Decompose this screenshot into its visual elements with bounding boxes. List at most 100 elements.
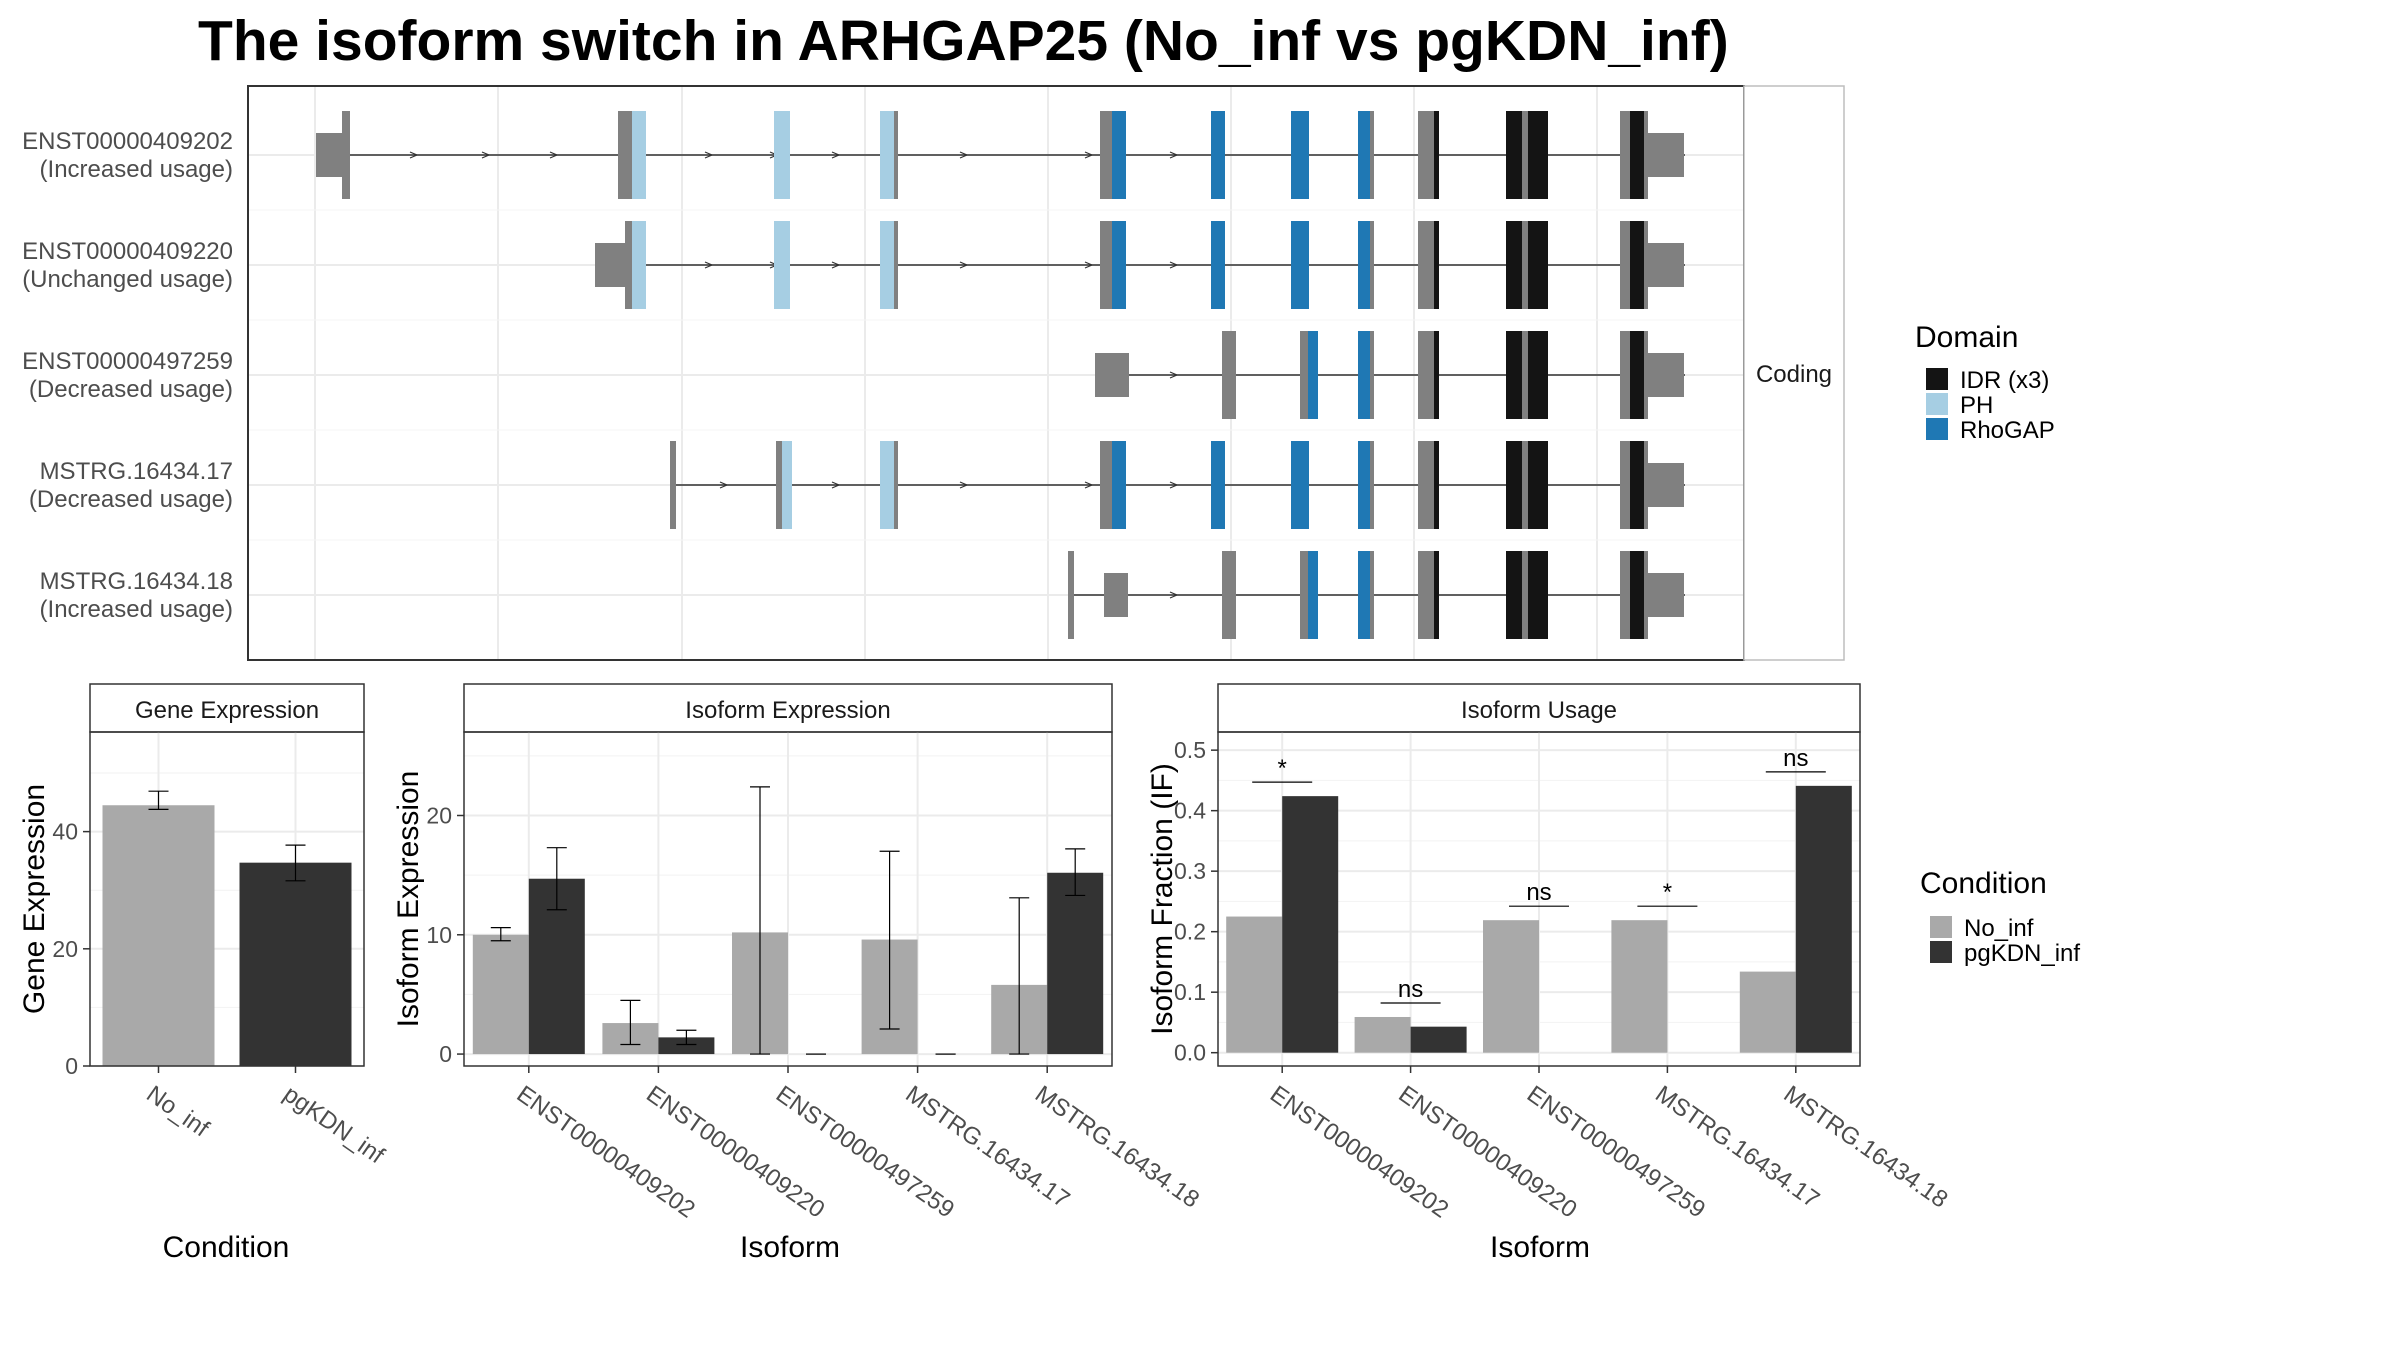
transcript-track <box>595 221 1685 309</box>
strand-arrow <box>1169 151 1179 159</box>
domain-legend-label: IDR (x3) <box>1960 367 2049 394</box>
domain-legend-title: Domain <box>1915 321 2018 354</box>
utr-exon-segment <box>1370 441 1374 529</box>
strand-arrow <box>1084 151 1094 159</box>
gene-expression-panel: Gene Expression 0 20 40 No_inf pgKDN_inf Gene … <box>18 683 389 1264</box>
utr-exon-segment <box>1418 111 1434 199</box>
isoform-row-usage: (Increased usage) <box>40 596 233 623</box>
utr-exon-segment <box>1370 111 1374 199</box>
bar <box>1410 1026 1467 1053</box>
utr-exon-segment <box>625 221 632 309</box>
isoform-row-label: ENST00000409202 <box>22 128 233 155</box>
utr-exon-segment <box>670 441 676 529</box>
utr-exon-segment <box>1222 331 1236 419</box>
idr-exon-segment <box>1528 331 1548 419</box>
significance-label: ns <box>1783 745 1808 772</box>
idr-exon-segment <box>1630 111 1644 199</box>
rhogap-exon-segment <box>1211 221 1225 309</box>
domain-legend-label: PH <box>1960 392 1993 419</box>
domain-legend-key <box>1926 368 1948 390</box>
utr-exon-segment <box>1648 353 1684 397</box>
strand-arrow <box>704 151 714 159</box>
utr-exon-segment <box>595 243 625 287</box>
significance-label: * <box>1278 755 1287 782</box>
transcript-track <box>1095 331 1685 419</box>
idr-exon-segment <box>1434 221 1439 309</box>
utr-exon-segment <box>1068 551 1074 639</box>
utr-exon-segment <box>1370 221 1374 309</box>
transcript-track <box>670 441 1685 529</box>
utr-exon-segment <box>618 111 632 199</box>
domain-legend-key <box>1926 418 1948 440</box>
bar <box>1483 920 1539 1053</box>
y-tick-label: 0.1 <box>1174 979 1206 1005</box>
ph-exon-segment <box>774 221 790 309</box>
panel-title: Gene Expression <box>135 697 319 724</box>
bar <box>1354 1016 1411 1053</box>
panel-strip <box>1217 683 1861 733</box>
ph-exon-segment <box>782 441 792 529</box>
significance-label: ns <box>1526 879 1551 906</box>
utr-exon-segment <box>1644 331 1648 419</box>
bar <box>1739 971 1796 1053</box>
y-tick-label: 0.3 <box>1174 858 1206 884</box>
utr-exon-segment <box>1522 111 1528 199</box>
x-tick-label: pgKDN_inf <box>278 1081 389 1170</box>
utr-exon-segment <box>1522 221 1528 309</box>
bar <box>239 862 352 1066</box>
significance-label: * <box>1663 879 1672 906</box>
y-tick-label: 0 <box>439 1041 452 1067</box>
domain-legend-label: RhoGAP <box>1960 417 2055 444</box>
utr-exon-segment <box>894 221 898 309</box>
bar <box>1282 796 1339 1053</box>
utr-exon-segment <box>1104 573 1128 617</box>
idr-exon-segment <box>1506 331 1522 419</box>
isoform-row-usage: (Unchanged usage) <box>22 266 233 293</box>
utr-exon-segment <box>1100 111 1112 199</box>
idr-exon-segment <box>1434 441 1439 529</box>
strand-arrow <box>831 151 841 159</box>
x-axis-title: Condition <box>163 1231 290 1264</box>
utr-exon-segment <box>1620 331 1630 419</box>
utr-exon-segment <box>1418 221 1434 309</box>
idr-exon-segment <box>1506 441 1522 529</box>
strand-arrow <box>549 151 559 159</box>
y-tick-label: 10 <box>426 922 452 948</box>
rhogap-exon-segment <box>1358 221 1370 309</box>
utr-exon-segment <box>1300 331 1308 419</box>
utr-exon-segment <box>1300 551 1308 639</box>
strand-arrow <box>1084 481 1094 489</box>
utr-exon-segment <box>316 133 342 177</box>
utr-exon-segment <box>1644 441 1648 529</box>
y-axis-title: Isoform Expression <box>392 771 425 1028</box>
utr-exon-segment <box>1370 551 1374 639</box>
rhogap-exon-segment <box>1211 111 1225 199</box>
idr-exon-segment <box>1434 331 1439 419</box>
utr-exon-segment <box>1620 441 1630 529</box>
isoform-structure-panel: ENST00000409202(Increased usage)ENST0000… <box>22 85 1845 661</box>
bar <box>1226 916 1283 1053</box>
rhogap-exon-segment <box>1112 111 1126 199</box>
y-axis-title: Gene Expression <box>18 784 51 1014</box>
isoform-expression-panel: Isoform Expression01020ENST00000409202EN… <box>392 683 1204 1264</box>
utr-exon-segment <box>1100 221 1112 309</box>
bar <box>1047 872 1104 1055</box>
panel-title: Isoform Expression <box>685 697 890 724</box>
x-axis-title: Isoform <box>740 1231 840 1264</box>
utr-exon-segment <box>1648 133 1684 177</box>
strand-arrow <box>831 481 841 489</box>
y-tick-label: 0.2 <box>1174 919 1206 945</box>
strand-arrow <box>481 151 491 159</box>
utr-exon-segment <box>894 111 898 199</box>
significance-label: ns <box>1398 976 1423 1003</box>
idr-exon-segment <box>1434 111 1439 199</box>
coding-strip <box>1743 85 1845 661</box>
strand-arrow <box>1169 261 1179 269</box>
y-tick-label: 0.5 <box>1174 737 1206 763</box>
y-tick-label: 0.0 <box>1174 1040 1206 1066</box>
rhogap-exon-segment <box>1291 441 1309 529</box>
main-title: The isoform switch in ARHGAP25 (No_inf v… <box>198 9 1729 73</box>
